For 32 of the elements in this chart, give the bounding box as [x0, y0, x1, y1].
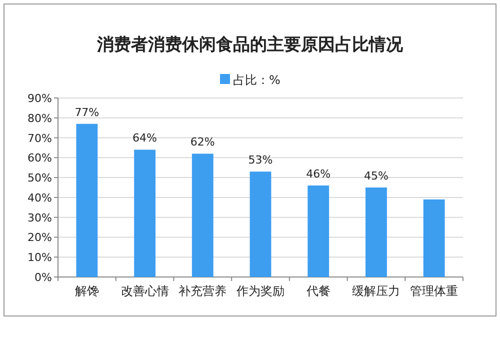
y-tick-label: 30% [28, 211, 52, 224]
x-tick-label: 改善心情 [120, 284, 169, 298]
x-tick-label: 代餐 [305, 284, 330, 298]
y-tick-label: 40% [28, 191, 52, 204]
legend-label: 占比：% [233, 73, 280, 87]
data-label: 45% [364, 170, 388, 182]
y-tick-label: 50% [28, 172, 52, 185]
data-label: 64% [132, 132, 158, 145]
y-tick-label: 0% [34, 271, 52, 284]
data-label: 62% [190, 136, 215, 149]
x-tick-label: 管理体重 [410, 284, 458, 298]
y-tick-label: 10% [28, 251, 52, 264]
y-tick-label: 80% [28, 112, 52, 125]
bar [76, 124, 98, 277]
y-tick-label: 70% [28, 132, 52, 145]
y-tick-label: 20% [28, 231, 52, 244]
x-tick-label: 作为奖励 [236, 284, 284, 298]
bar [308, 186, 330, 277]
bar [366, 188, 387, 277]
bar [192, 154, 214, 277]
y-tick-label: 90% [28, 92, 52, 105]
bar [423, 199, 445, 277]
chart-title: 消费者消费休闲食品的主要原因占比情况 [96, 35, 404, 55]
x-tick-label: 缓解压力 [352, 284, 400, 298]
x-tick-label: 补充营养 [178, 284, 227, 298]
data-label: 77% [74, 106, 100, 119]
data-label: 53% [248, 154, 273, 167]
data-label: 46% [306, 168, 331, 181]
bar [134, 150, 156, 277]
y-tick-label: 60% [28, 152, 52, 165]
x-tick-label: 解馋 [74, 284, 99, 298]
bar [250, 172, 272, 277]
